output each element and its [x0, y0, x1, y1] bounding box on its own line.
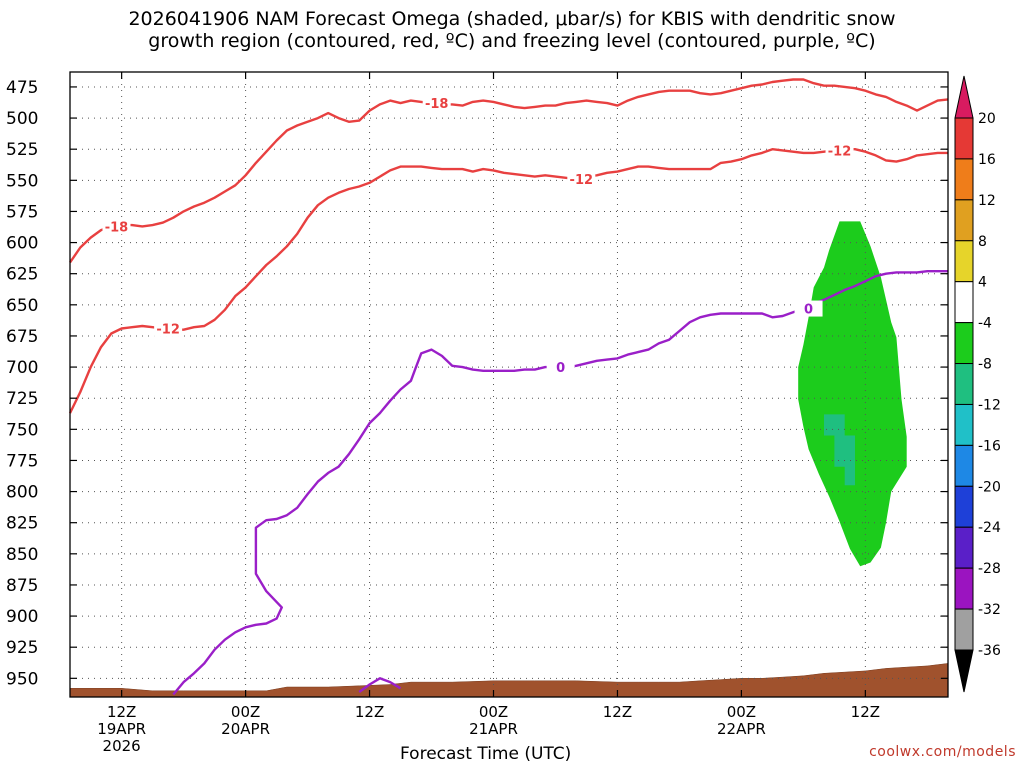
- contour-label-bg-0-0: [546, 359, 575, 376]
- y-tick-label-825: 825: [6, 514, 38, 534]
- colorbar: 20 16 12 8 4 -4 -8 -12 -16 -20 -24 -28 -32 -36: [954, 75, 1001, 693]
- colorbar-label-8: -16: [978, 438, 1001, 454]
- y-tick-label-800: 800: [6, 483, 38, 503]
- y-tick-label-775: 775: [6, 451, 38, 471]
- y-tick-label-625: 625: [6, 265, 38, 285]
- y-tick-label-925: 925: [6, 638, 38, 658]
- colorbar-label-1: 16: [978, 152, 996, 168]
- contour-label--12-2: -12: [828, 144, 852, 159]
- x-tick-label-12-2: 2026: [103, 737, 141, 755]
- contour-label-bg--12-0: [154, 320, 183, 337]
- colorbar-label-5: -4: [978, 316, 992, 332]
- contour-label--18-1: -18: [425, 97, 449, 112]
- terrain-layer: [69, 663, 949, 698]
- x-tick-label-60-0: 12Z: [603, 703, 632, 721]
- watermark: coolwx.com/models: [869, 744, 1016, 760]
- colorbar-box-11: [954, 567, 974, 610]
- chart-title-line2: growth region (contoured, red, ºC) and f…: [148, 30, 876, 52]
- axes-layer: 475 500 525 550 575 600 625 650 675 700 725 750 775 8…: [6, 71, 949, 755]
- y-tick-label-525: 525: [6, 140, 38, 160]
- y-tick-label-950: 950: [6, 669, 38, 689]
- contour-label-bg--12-1: [567, 171, 596, 188]
- x-tick-label-12-0: 12Z: [107, 703, 136, 721]
- colorbar-top-arrow: [954, 75, 974, 119]
- contour-label--12-1: -12: [570, 173, 594, 188]
- colorbar-box-8: [954, 444, 974, 487]
- x-tick-label-72-0: 00Z: [727, 703, 756, 721]
- colorbar-box-5: [954, 322, 974, 365]
- contour-layer: -18 -18 -12 -12 -12 0 0: [68, 78, 949, 696]
- y-tick-label-875: 875: [6, 576, 38, 596]
- contour-label-bg--18-0: [102, 218, 131, 235]
- x-tick-label-48-0: 00Z: [479, 703, 508, 721]
- x-tick-label-24-1: 20APR: [221, 720, 270, 738]
- colorbar-label-4: 4: [978, 275, 987, 291]
- y-tick-label-700: 700: [6, 358, 38, 378]
- y-tick-label-750: 750: [6, 420, 38, 440]
- omega-shading-layer: [798, 221, 907, 567]
- x-tick-label-24-0: 00Z: [231, 703, 260, 721]
- colorbar-box-4: [954, 281, 974, 324]
- contour-line-0-sfc: [358, 677, 402, 693]
- chart-title-line1: 2026041906 NAM Forecast Omega (shaded, μ…: [128, 8, 896, 30]
- plot-frame: [69, 71, 949, 698]
- colorbar-label-9: -20: [978, 479, 1001, 495]
- y-tick-label-575: 575: [6, 202, 38, 222]
- contour-label-0-1: 0: [804, 303, 813, 318]
- x-axis-label: Forecast Time (UTC): [400, 744, 572, 764]
- y-tick-label-550: 550: [6, 171, 38, 191]
- colorbar-box-1: [954, 158, 974, 201]
- x-tick-label-84-0: 12Z: [851, 703, 880, 721]
- y-tick-label-900: 900: [6, 607, 38, 627]
- colorbar-bottom-arrow: [954, 649, 974, 693]
- contour-line--18: [69, 78, 949, 264]
- x-tick-label-36-0: 12Z: [355, 703, 384, 721]
- omega-region-1: [824, 414, 855, 486]
- contour-label-bg--18-1: [422, 95, 451, 112]
- omega-region-0: [798, 221, 907, 567]
- colorbar-box-0: [954, 117, 974, 160]
- colorbar-label-0: 20: [978, 111, 996, 127]
- y-tick-label-475: 475: [6, 78, 38, 98]
- x-tick-label-12-1: 19APR: [97, 720, 146, 738]
- colorbar-box-7: [954, 403, 974, 446]
- contour-label-bg-0-1: [794, 300, 823, 317]
- y-tick-label-650: 650: [6, 296, 38, 316]
- colorbar-box-12: [954, 608, 974, 651]
- y-tick-label-850: 850: [6, 545, 38, 565]
- colorbar-box-3: [954, 240, 974, 283]
- y-tick-label-675: 675: [6, 327, 38, 347]
- y-tick-label-725: 725: [6, 389, 38, 409]
- colorbar-label-11: -28: [978, 561, 1001, 577]
- colorbar-box-9: [954, 485, 974, 528]
- y-tick-label-500: 500: [6, 109, 38, 129]
- colorbar-label-3: 8: [978, 234, 987, 250]
- grid-layer: [70, 72, 948, 697]
- x-tick-label-72-1: 22APR: [717, 720, 766, 738]
- colorbar-label-10: -24: [978, 520, 1001, 536]
- contour-line--12: [68, 148, 948, 414]
- colorbar-box-2: [954, 199, 974, 242]
- contour-label--12-0: -12: [156, 322, 180, 337]
- x-tick-label-48-1: 21APR: [469, 720, 518, 738]
- contour-label--18-0: -18: [105, 220, 129, 235]
- terrain-fill: [69, 663, 949, 698]
- colorbar-label-2: 12: [978, 193, 996, 209]
- contour-label-bg--12-2: [825, 142, 854, 159]
- y-tick-label-600: 600: [6, 234, 38, 254]
- colorbar-label-13: -36: [978, 643, 1001, 659]
- colorbar-label-7: -12: [978, 397, 1001, 413]
- colorbar-box-10: [954, 526, 974, 569]
- colorbar-label-12: -32: [978, 602, 1001, 618]
- contour-label-0-0: 0: [556, 361, 565, 376]
- colorbar-box-6: [954, 363, 974, 405]
- colorbar-label-6: -8: [978, 357, 992, 373]
